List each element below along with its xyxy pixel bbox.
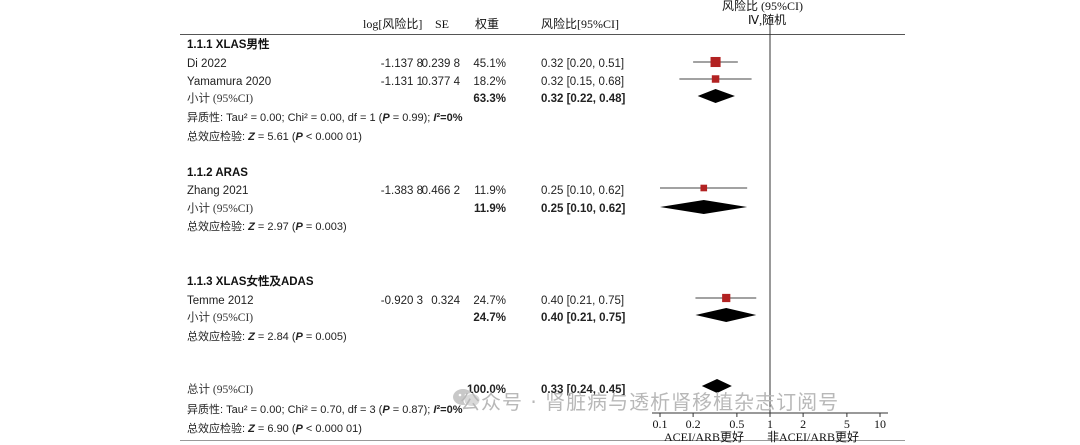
study-weight: 11.9% [474,185,506,197]
effect-test-text: 总效应检验: Z = 2.97 (P = 0.003) [187,221,347,233]
study-se: 0.377 4 [421,76,460,88]
total-heterogeneity-text: 异质性: Tau² = 0.00; Chi² = 0.70, df = 3 (P… [187,404,463,416]
study-ci: 0.40 [0.21, 0.75] [541,295,625,307]
total-weight: 100.0% [466,384,506,396]
x-tick-label: 0.2 [686,417,701,431]
study-se: 0.466 2 [421,185,460,197]
col-header-ci: 风险比[95%CI] [541,17,619,31]
col-header-se: SE [435,17,450,31]
subtotal-label: 小计 (95%CI) [187,312,254,324]
study-ci: 0.32 [0.20, 0.51] [541,58,625,70]
x-caption-right: 非ACEI/ARB更好 [767,430,860,444]
effect-test-text: 总效应检验: Z = 2.84 (P = 0.005) [187,331,347,343]
study-ci: 0.32 [0.15, 0.68] [541,76,625,88]
study-name: Yamamura 2020 [187,76,272,88]
subtotal-diamond [695,308,757,322]
study-marker [722,293,731,303]
subtotal-weight: 24.7% [473,312,506,324]
x-tick-label: 0.1 [653,417,668,431]
watermark-text: 公众号 · 肾脏病与透析肾移植杂志订阅号 [460,390,840,414]
study-weight: 45.1% [473,58,506,70]
study-se: 0.324 [431,295,460,307]
subtotal-weight: 63.3% [473,93,506,105]
study-logrr: -1.131 1 [380,76,423,88]
study-logrr: -1.383 8 [380,185,423,197]
study-marker [710,56,721,68]
col-header-logrr: log[风险比] [363,17,423,31]
subtotal-label: 小计 (95%CI) [187,93,254,105]
subtotal-ci: 0.40 [0.21, 0.75] [541,312,626,324]
subtotal-label: 小计 (95%CI) [187,203,254,215]
subtotal-ci: 0.25 [0.10, 0.62] [541,203,626,215]
x-caption-left: ACEI/ARB更好 [664,430,745,444]
study-weight: 18.2% [473,76,506,88]
header-rule [180,34,905,35]
x-tick-label: 5 [844,417,850,431]
total-effect-test-text: 总效应检验: Z = 6.90 (P < 0.000 01) [187,423,362,435]
plot-header-line2: Ⅳ,随机 [748,13,787,27]
study-name: Zhang 2021 [187,185,249,197]
x-tick-label: 10 [874,417,886,431]
footer-rule [180,440,905,441]
wechat-logo-icon [453,389,481,407]
subgroup-title: 1.1.2 ARAS [187,167,248,179]
study-name: Di 2022 [187,58,227,70]
x-tick-label: 0.5 [729,417,744,431]
study-marker [711,75,720,83]
study-marker [700,184,708,192]
study-weight: 24.7% [473,295,506,307]
overall-diamond [701,379,732,393]
subgroup-title: 1.1.1 XLAS男性 [187,39,270,51]
total-label: 总计 (95%CI) [187,384,254,396]
plot-header-line1: 风险比 (95%CI) [722,0,803,13]
study-name: Temme 2012 [187,295,254,307]
total-ci: 0.33 [0.24, 0.45] [541,384,626,396]
subtotal-ci: 0.32 [0.22, 0.48] [541,93,626,105]
study-ci: 0.25 [0.10, 0.62] [541,185,625,197]
study-logrr: -0.920 3 [380,295,423,307]
col-header-weight: 权重 [475,17,500,31]
study-se: 0.239 8 [421,58,460,70]
effect-test-text: 总效应检验: Z = 5.61 (P < 0.000 01) [187,131,362,143]
subtotal-diamond [697,89,735,103]
x-tick-label: 2 [800,417,806,431]
study-logrr: -1.137 8 [380,58,423,70]
subgroup-title: 1.1.3 XLAS女性及ADAS [187,276,314,288]
subtotal-weight: 11.9% [474,203,506,215]
x-tick-label: 1 [767,417,773,431]
subtotal-diamond [660,200,748,214]
heterogeneity-text: 异质性: Tau² = 0.00; Chi² = 0.00, df = 1 (P… [187,112,463,124]
